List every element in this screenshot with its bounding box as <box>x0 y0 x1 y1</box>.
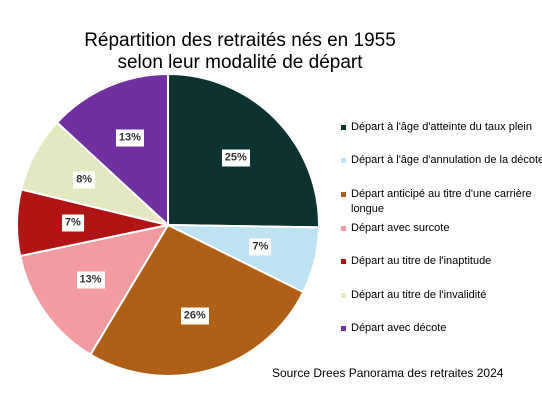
legend-item-0: Départ à l'âge d'atteinte du taux plein <box>340 120 542 135</box>
legend-marker-2 <box>341 192 346 197</box>
legend-marker-1 <box>341 158 346 163</box>
pie-data-label-2: 26% <box>180 307 209 325</box>
pie-data-label-3: 13% <box>76 271 105 289</box>
legend-label-6: Départ avec décote <box>351 322 447 334</box>
legend-label-2: Départ anticipé au titre d'une carrière … <box>351 188 532 215</box>
pie-slice-2 <box>89 223 305 377</box>
legend-marker-3 <box>341 226 346 231</box>
pie-data-label-4: 7% <box>61 214 84 232</box>
legend-label-3: Départ avec surcote <box>351 222 450 234</box>
pie-data-label-6: 13% <box>115 129 144 147</box>
source-note: Source Drees Panorama des retraites 2024 <box>272 366 504 380</box>
legend-item-6: Départ avec décote <box>340 321 542 336</box>
legend-item-1: Départ à l'âge d'annulation de la décote <box>340 153 542 168</box>
legend-item-4: Départ au titre de l'inaptitude <box>340 254 542 269</box>
legend-label-1: Départ à l'âge d'annulation de la décote <box>351 154 542 166</box>
legend-label-5: Départ au titre de l'invalidité <box>351 289 487 301</box>
legend-item-3: Départ avec surcote <box>340 221 542 236</box>
pie-slice-3 <box>19 223 171 356</box>
pie-data-label-1: 7% <box>249 238 272 256</box>
legend-label-4: Départ au titre de l'inaptitude <box>351 255 492 267</box>
legend-marker-0 <box>341 125 346 130</box>
legend-marker-4 <box>341 259 346 264</box>
legend-marker-5 <box>341 293 346 298</box>
legend-label-0: Départ à l'âge d'atteinte du taux plein <box>351 121 532 133</box>
chart-title-line-2: selon leur modalité de départ <box>117 52 363 73</box>
legend-marker-6 <box>341 326 346 331</box>
pie-slice-6 <box>55 72 169 228</box>
pie-data-label-5: 8% <box>73 171 96 189</box>
legend-item-2: Départ anticipé au titre d'une carrière … <box>340 187 542 217</box>
chart-title-line-1: Répartition des retraités nés en 1955 <box>84 30 396 51</box>
chart-title: Répartition des retraités nés en 1955 se… <box>40 30 440 74</box>
pie-data-label-0: 25% <box>221 149 250 167</box>
legend-item-5: Départ au titre de l'invalidité <box>340 288 542 303</box>
